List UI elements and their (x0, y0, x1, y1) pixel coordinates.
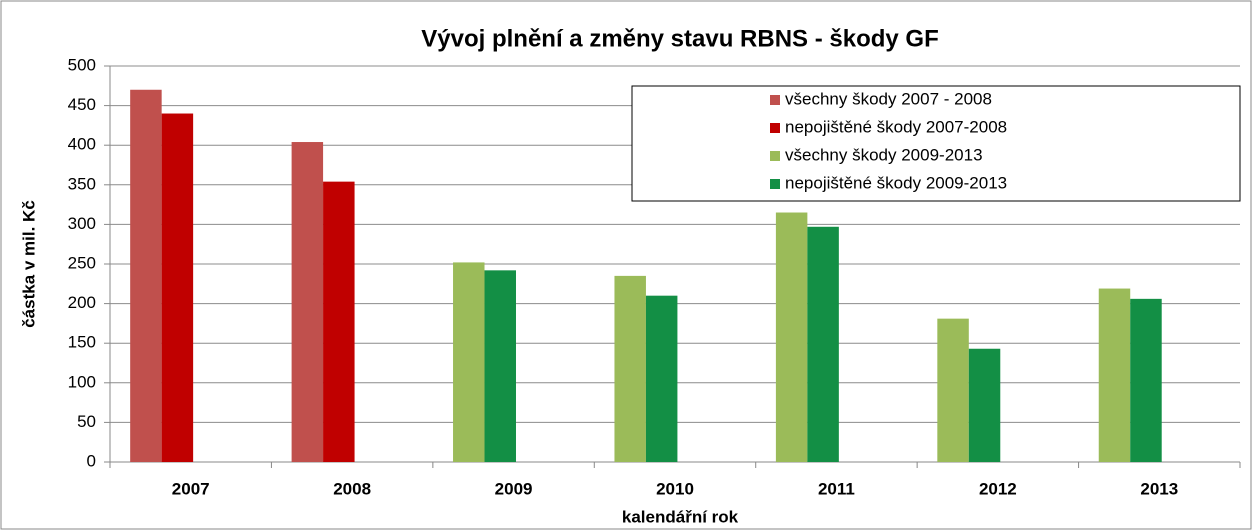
bar (937, 318, 969, 462)
x-tick-label: 2010 (656, 479, 694, 498)
bar (968, 348, 1001, 462)
x-axis-title: kalendářní rok (622, 507, 739, 526)
x-tick-label: 2012 (979, 479, 1017, 498)
bar (807, 226, 839, 462)
legend-marker (770, 179, 780, 189)
x-tick-label: 2007 (172, 479, 210, 498)
bar (1130, 298, 1162, 462)
bar (1098, 288, 1131, 462)
y-tick-label: 50 (77, 412, 96, 431)
bar (291, 142, 324, 463)
legend-marker (770, 123, 780, 133)
bar (323, 181, 355, 462)
legend-marker (770, 95, 780, 105)
legend-label: nepojištěné škody 2009-2013 (785, 173, 1007, 192)
y-axis-title: částka v mil. Kč (19, 200, 38, 328)
bar (453, 262, 485, 462)
y-tick-label: 500 (68, 55, 96, 74)
y-tick-label: 250 (68, 253, 96, 272)
x-tick-label: 2013 (1140, 479, 1178, 498)
y-tick-label: 150 (68, 333, 96, 352)
y-tick-label: 350 (68, 174, 96, 193)
legend-box (631, 85, 1241, 202)
y-tick-label: 450 (68, 95, 96, 114)
bar (161, 113, 194, 463)
x-tick-label: 2008 (333, 479, 371, 498)
y-tick-label: 200 (68, 293, 96, 312)
legend-label: všechny škody 2009-2013 (785, 145, 983, 164)
bar (614, 275, 646, 462)
chart-title: Vývoj plnění a změny stavu RBNS - škody … (421, 25, 938, 52)
y-tick-label: 300 (68, 214, 96, 233)
bar (130, 89, 162, 462)
legend-marker (770, 151, 780, 161)
legend-label: všechny škody 2007 - 2008 (785, 89, 992, 108)
y-tick-label: 0 (87, 451, 96, 470)
bar (484, 270, 516, 462)
x-tick-label: 2011 (818, 479, 855, 498)
bar (775, 212, 808, 462)
legend-label: nepojištěné škody 2007-2008 (785, 117, 1007, 136)
y-tick-label: 100 (68, 372, 96, 391)
x-tick-label: 2009 (495, 479, 533, 498)
bar (645, 295, 678, 462)
y-tick-label: 400 (68, 135, 96, 154)
